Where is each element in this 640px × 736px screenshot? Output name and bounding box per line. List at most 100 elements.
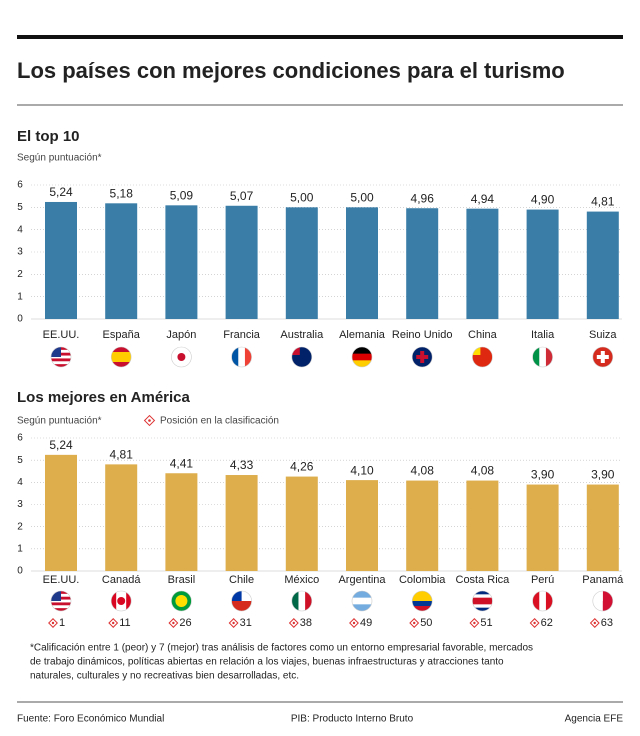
x-tick-label: Brasil (168, 574, 196, 586)
bar (406, 208, 439, 319)
value-label: 3,90 (591, 468, 615, 482)
flag-outline (351, 346, 373, 368)
y-tick-label: 3 (17, 247, 23, 258)
flag-stripe (472, 607, 493, 611)
rank-dot (413, 621, 416, 625)
flag-canton (472, 347, 481, 355)
value-label: 5,24 (49, 438, 73, 452)
rank-icon (168, 618, 179, 628)
value-label: 4,94 (471, 192, 495, 206)
y-tick-label: 3 (17, 499, 23, 510)
rank-label: 49 (360, 617, 372, 629)
y-tick-label: 2 (17, 269, 23, 280)
rank-label: 62 (541, 617, 553, 629)
flag-outline (592, 590, 614, 612)
x-tick-label: Australia (280, 329, 324, 341)
flag-outline (171, 590, 192, 612)
x-tick-label: Argentina (338, 574, 386, 586)
value-label: 4,33 (230, 458, 254, 472)
flag-canton (291, 347, 300, 355)
legend-icon (143, 414, 156, 427)
flag (412, 347, 433, 367)
flag-outline (592, 346, 614, 368)
chart-title: El top 10 (17, 128, 80, 145)
rank-label: 63 (601, 617, 613, 629)
flag (532, 347, 553, 367)
flag-stripe (291, 591, 299, 611)
x-tick-label: Francia (223, 329, 261, 341)
y-tick-label: 4 (17, 477, 23, 488)
x-tick-label: EE.UU. (43, 574, 80, 586)
x-tick-label: Costa Rica (456, 574, 511, 586)
flag (111, 591, 132, 611)
flag-dot (175, 595, 188, 607)
rank-label: 11 (119, 617, 130, 629)
rank-diamond (469, 618, 480, 628)
value-label: 4,08 (471, 464, 495, 478)
bar (466, 208, 499, 319)
flag-outline (291, 590, 313, 612)
flag-stripe (545, 347, 553, 367)
rank-label: 51 (480, 617, 492, 629)
rank-dot (593, 621, 596, 625)
rank-label: 50 (420, 617, 432, 629)
y-tick-label: 2 (17, 521, 23, 532)
x-tick-label: Chile (229, 574, 254, 586)
x-tick-label: Alemania (339, 329, 386, 341)
flag-outline (231, 346, 252, 368)
bar (466, 480, 499, 571)
source: Fuente: Foro Económico Mundial (17, 714, 164, 725)
y-tick-label: 5 (17, 455, 23, 466)
value-label: 5,24 (49, 185, 73, 199)
flag (592, 347, 613, 367)
flag-stripe (51, 355, 71, 359)
legend-label: Posición en la clasificación (160, 416, 279, 427)
value-label: 3,90 (531, 468, 555, 482)
value-label: 4,81 (110, 448, 134, 462)
bar (105, 464, 138, 571)
bar (225, 205, 258, 319)
rank-icon (48, 618, 58, 628)
value-label: 4,81 (591, 195, 615, 209)
value-label: 5,00 (290, 191, 314, 205)
flag (231, 591, 252, 611)
rank-diamond (168, 618, 179, 628)
flag-outline (171, 346, 192, 368)
x-tick-label: México (284, 574, 319, 586)
flag-stripe (472, 591, 493, 595)
flag-stripe (111, 347, 132, 353)
flag (352, 591, 372, 611)
flag-dot (117, 597, 126, 605)
flag-stripe (51, 358, 71, 362)
flag-cross (416, 355, 429, 359)
bar (526, 209, 559, 319)
flag (171, 347, 192, 367)
rank-dot (292, 621, 295, 625)
rank-icon (409, 618, 420, 628)
flag-stripe (51, 599, 71, 603)
chart-subtitle: Según puntuación* (17, 416, 102, 427)
flag-stripe (51, 602, 71, 606)
bar (45, 454, 77, 571)
flag-stripe (472, 604, 493, 608)
value-label: 4,26 (290, 460, 314, 474)
flag-stripe (545, 591, 553, 611)
rank-icon (469, 618, 480, 628)
flag-canton (51, 591, 61, 601)
bar (586, 484, 619, 571)
rank-icon (108, 618, 119, 628)
x-tick-label: Canadá (102, 574, 141, 586)
flag-stripe (238, 347, 246, 367)
flag (412, 591, 433, 611)
flag-stripe (111, 362, 132, 367)
flag-stripe (111, 591, 117, 611)
y-tick-label: 5 (17, 202, 23, 213)
rank-dot (112, 621, 115, 625)
flag-outline (50, 590, 72, 612)
flag (472, 591, 493, 611)
flag-stripe (602, 591, 613, 611)
top-rule (17, 35, 623, 39)
flag-outline (411, 590, 433, 612)
flag-outline (532, 346, 553, 368)
